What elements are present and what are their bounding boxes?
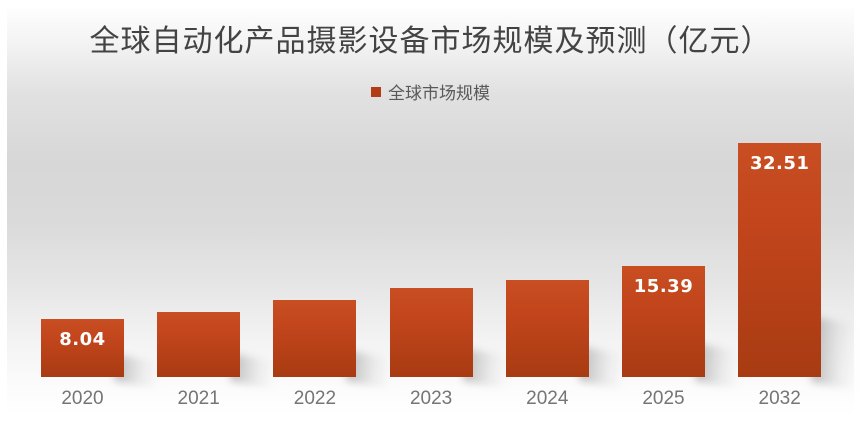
x-axis-label-2025: 2025 bbox=[642, 388, 685, 409]
bar-2024[interactable] bbox=[505, 279, 589, 377]
bar-value-label: 15.39 bbox=[633, 276, 694, 298]
x-axis-label-2032: 2032 bbox=[758, 388, 801, 409]
legend-label: 全球市场规模 bbox=[388, 84, 490, 103]
bar-2020[interactable]: 8.04 bbox=[41, 319, 124, 377]
chart-title: 全球自动化产品摄影设备市场规模及预测（亿元） bbox=[89, 25, 772, 58]
legend[interactable]: 全球市场规模 bbox=[0, 79, 861, 104]
x-axis-label-2021: 2021 bbox=[177, 388, 220, 409]
bar-value-label: 8.04 bbox=[59, 329, 106, 351]
bar-2023[interactable] bbox=[389, 288, 473, 377]
bar-2022[interactable] bbox=[273, 300, 357, 377]
bar-2032[interactable]: 32.51 bbox=[738, 142, 822, 377]
x-axis-label-2024: 2024 bbox=[526, 388, 569, 409]
x-axis-label-2022: 2022 bbox=[293, 388, 337, 409]
bar-2021[interactable] bbox=[157, 312, 241, 377]
bar-value-label: 32.51 bbox=[749, 152, 810, 174]
bar-2025[interactable]: 15.39 bbox=[622, 266, 705, 377]
x-axis-label-2020: 2020 bbox=[61, 388, 104, 409]
legend-swatch-icon bbox=[371, 86, 381, 97]
x-axis-label-2023: 2023 bbox=[409, 388, 453, 409]
